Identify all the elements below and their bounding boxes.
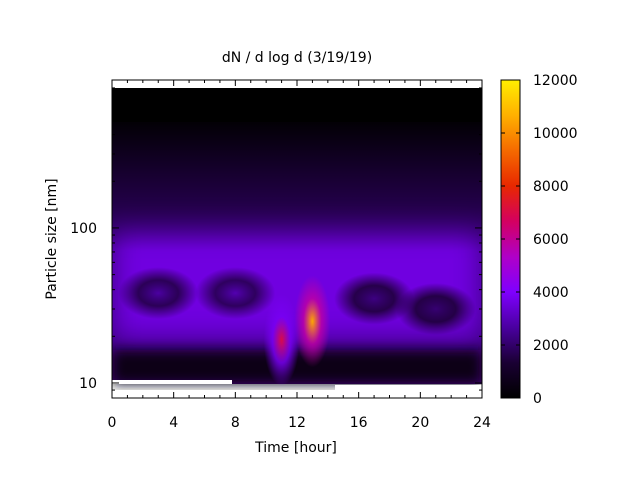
y-axis-ticks: 10 100	[70, 79, 482, 399]
heatmap-area	[112, 88, 482, 390]
x-axis-label: Time [hour]	[254, 440, 337, 456]
y-axis-label: Particle size [nm]	[44, 178, 60, 299]
x-tick-label: 20	[411, 415, 429, 431]
x-axis-ticks: 0 4 8 12 16 20 24	[108, 80, 491, 431]
heatmap-feature	[195, 267, 276, 320]
chart-title: dN / d log d (3/19/19)	[222, 50, 372, 66]
colorbar-tick-label: 2000	[533, 338, 569, 354]
heatmap-features	[118, 267, 476, 386]
colorbar-tick-label: 8000	[533, 179, 569, 195]
heatmap-lower-edge-right	[335, 385, 482, 390]
heatmap-feature	[118, 267, 199, 320]
colorbar-tick-label: 4000	[533, 285, 569, 301]
colorbar-ticks: 0 2000 4000 6000 8000 10000 12000	[501, 73, 578, 407]
heatmap-feature	[334, 272, 415, 325]
y-tick-label: 100	[70, 221, 97, 237]
y-tick-label: 10	[79, 376, 97, 392]
x-tick-label: 4	[169, 415, 178, 431]
x-tick-label: 12	[288, 415, 306, 431]
heatmap-feature	[395, 283, 476, 335]
heatmap-lower-edge	[112, 380, 232, 384]
colorbar-tick-label: 12000	[533, 73, 578, 89]
x-tick-label: 0	[108, 415, 117, 431]
colorbar-tick-label: 6000	[533, 232, 569, 248]
x-tick-label: 24	[473, 415, 491, 431]
colorbar-tick-label: 0	[533, 391, 542, 407]
heatmap-feature	[294, 275, 331, 368]
colorbar-tick-label: 10000	[533, 126, 578, 142]
heatmap-top-band	[112, 88, 482, 122]
heatmap-feature	[263, 293, 300, 386]
x-tick-label: 16	[350, 415, 368, 431]
x-tick-label: 8	[231, 415, 240, 431]
